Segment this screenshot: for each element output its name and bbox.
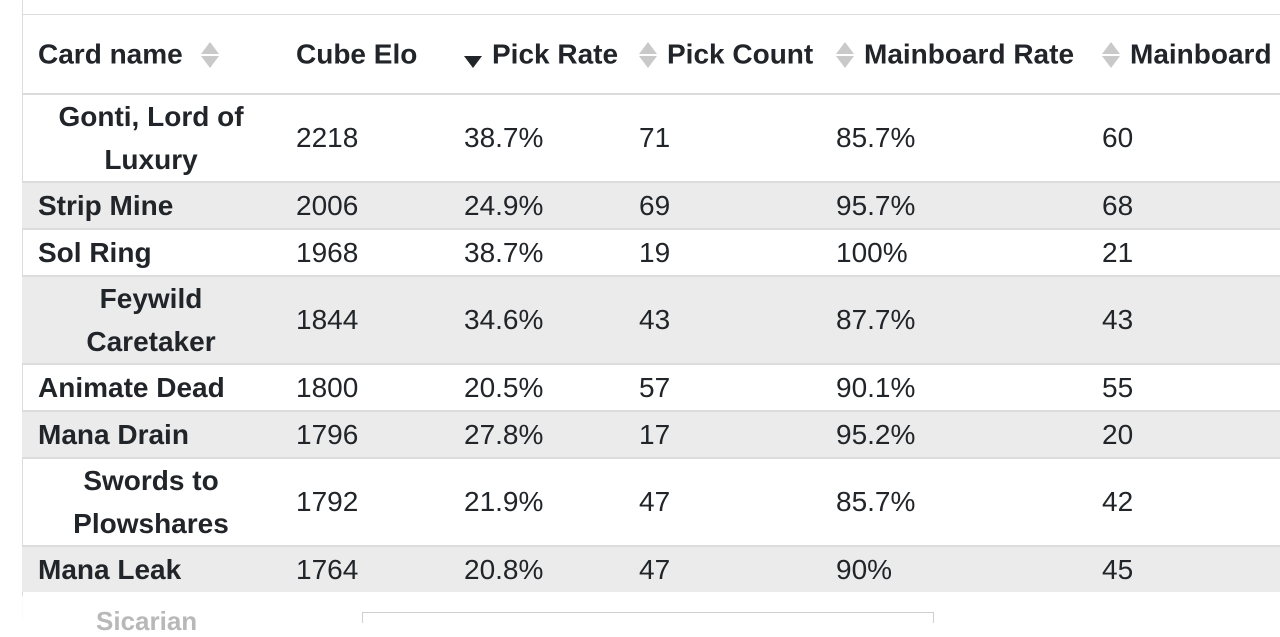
bottom-input-edge bbox=[362, 612, 934, 623]
card-stats-table: Card name Cube Elo Pick Rate Pick Count … bbox=[22, 15, 1280, 592]
sort-desc-icon[interactable] bbox=[464, 40, 482, 70]
table-row[interactable]: Feywild Caretaker 1844 34.6% 43 87.7% 43 bbox=[22, 276, 1280, 364]
pick-count-cell: 47 bbox=[639, 486, 671, 517]
table-header-row: Card name Cube Elo Pick Rate Pick Count … bbox=[22, 15, 1280, 94]
pick-rate-cell: 20.5% bbox=[464, 371, 544, 403]
pick-count-cell: 57 bbox=[639, 371, 671, 403]
mainboard-count-cell: 21 bbox=[1102, 236, 1134, 268]
cube-elo-cell: 2006 bbox=[296, 189, 359, 221]
sort-icon[interactable] bbox=[639, 40, 657, 70]
pick-count-cell: 47 bbox=[639, 553, 671, 585]
table-row[interactable]: Strip Mine 2006 24.9% 69 95.7% 68 bbox=[22, 182, 1280, 229]
column-header-mainboard-count[interactable]: Mainboard C bbox=[1086, 15, 1280, 94]
mainboard-rate-cell: 87.7% bbox=[836, 304, 916, 335]
pick-count-cell: 71 bbox=[639, 122, 671, 153]
cube-elo-cell: 2218 bbox=[296, 122, 359, 153]
mainboard-rate-cell: 95.2% bbox=[836, 418, 916, 450]
column-header-pick-count[interactable]: Pick Count bbox=[623, 15, 820, 94]
cube-elo-cell: 1792 bbox=[296, 486, 359, 517]
cube-elo-cell: 1796 bbox=[296, 418, 359, 450]
sort-icon[interactable] bbox=[200, 40, 219, 70]
table-row[interactable]: Mana Leak 1764 20.8% 47 90% 45 bbox=[22, 546, 1280, 592]
pick-count-cell: 43 bbox=[639, 304, 671, 335]
pick-rate-cell: 21.9% bbox=[464, 486, 544, 517]
mainboard-count-cell: 42 bbox=[1102, 486, 1134, 517]
card-name-cell[interactable]: Gonti, Lord of Luxury bbox=[58, 101, 244, 175]
cube-elo-cell: 1800 bbox=[296, 371, 359, 403]
cube-elo-cell: 1764 bbox=[296, 553, 359, 585]
column-header-cube-elo[interactable]: Cube Elo bbox=[296, 38, 418, 70]
card-name-cell[interactable]: Animate Dead bbox=[38, 372, 225, 403]
pick-count-cell: 17 bbox=[639, 418, 671, 450]
mainboard-rate-cell: 100% bbox=[836, 236, 908, 268]
mainboard-rate-cell: 85.7% bbox=[836, 122, 916, 153]
pick-rate-cell: 24.9% bbox=[464, 189, 544, 221]
table-row[interactable]: Swords to Plowshares 1792 21.9% 47 85.7%… bbox=[22, 458, 1280, 546]
pick-rate-cell: 20.8% bbox=[464, 553, 544, 585]
cutoff-row-name: Sicarian bbox=[96, 606, 198, 636]
pick-rate-cell: 38.7% bbox=[464, 122, 544, 153]
card-stats-table-container: Card name Cube Elo Pick Rate Pick Count … bbox=[22, 14, 1280, 621]
mainboard-count-cell: 20 bbox=[1102, 418, 1134, 450]
pick-count-cell: 69 bbox=[639, 189, 671, 221]
mainboard-count-cell: 55 bbox=[1102, 371, 1134, 403]
table-row[interactable]: Mana Drain 1796 27.8% 17 95.2% 20 bbox=[22, 411, 1280, 458]
mainboard-rate-cell: 95.7% bbox=[836, 189, 916, 221]
mainboard-count-cell: 68 bbox=[1102, 189, 1134, 221]
pick-rate-cell: 34.6% bbox=[464, 304, 544, 335]
card-name-cell[interactable]: Swords to Plowshares bbox=[73, 465, 229, 539]
mainboard-rate-cell: 85.7% bbox=[836, 486, 916, 517]
mainboard-rate-cell: 90.1% bbox=[836, 371, 916, 403]
pick-count-cell: 19 bbox=[639, 236, 671, 268]
pick-rate-cell: 38.7% bbox=[464, 236, 544, 268]
mainboard-count-cell: 60 bbox=[1102, 122, 1134, 153]
mainboard-count-cell: 43 bbox=[1102, 304, 1134, 335]
card-name-cell[interactable]: Mana Leak bbox=[38, 554, 182, 585]
cube-elo-cell: 1968 bbox=[296, 236, 359, 268]
pick-rate-cell: 27.8% bbox=[464, 418, 544, 450]
sort-icon[interactable] bbox=[1102, 40, 1120, 70]
card-name-cell[interactable]: Mana Drain bbox=[38, 419, 189, 450]
mainboard-count-cell: 45 bbox=[1102, 553, 1134, 585]
column-header-card-name[interactable]: Card name bbox=[22, 15, 280, 94]
column-header-pick-rate[interactable]: Pick Rate bbox=[448, 15, 623, 94]
card-name-cell[interactable]: Sol Ring bbox=[38, 237, 152, 268]
page-left-edge bbox=[0, 0, 23, 620]
card-name-cell[interactable]: Feywild Caretaker bbox=[86, 283, 216, 357]
table-row[interactable]: Animate Dead 1800 20.5% 57 90.1% 55 bbox=[22, 364, 1280, 411]
sort-icon[interactable] bbox=[836, 40, 854, 70]
column-header-mainboard-rate[interactable]: Mainboard Rate bbox=[820, 15, 1086, 94]
card-name-cell[interactable]: Strip Mine bbox=[38, 190, 174, 221]
mainboard-rate-cell: 90% bbox=[836, 553, 893, 585]
cube-elo-cell: 1844 bbox=[296, 304, 359, 335]
table-row[interactable]: Sol Ring 1968 38.7% 19 100% 21 bbox=[22, 229, 1280, 276]
table-row[interactable]: Gonti, Lord of Luxury 2218 38.7% 71 85.7… bbox=[22, 94, 1280, 182]
